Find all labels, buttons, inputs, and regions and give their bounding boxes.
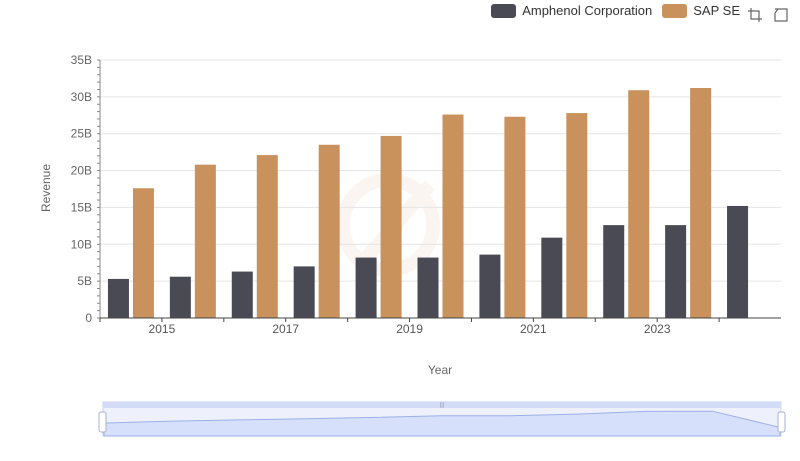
x-axis: 2015 2017 2019 2021 2023: [99, 317, 781, 336]
bar: [504, 116, 526, 318]
datazoom-handle-right[interactable]: [777, 411, 786, 433]
bar: [293, 266, 315, 318]
bar: [194, 164, 216, 318]
y-tick-label: 10B: [71, 237, 92, 251]
datazoom-preview-area: [103, 410, 781, 437]
y-tick-label: 35B: [71, 53, 92, 67]
y-axis: 0 5B 10B 15B 20B 25B 30B 35B: [71, 53, 101, 325]
bar: [318, 144, 340, 318]
legend-label-amphenol: Amphenol Corporation: [522, 3, 653, 18]
y-tick-label: 30B: [71, 90, 92, 104]
legend: Amphenol Corporation SAP SE: [491, 3, 740, 18]
y-tick-label: 5B: [77, 274, 92, 288]
x-tick-label: 2023: [644, 322, 671, 336]
bar: [603, 225, 625, 318]
bar: [628, 90, 650, 318]
zoom-icon[interactable]: [747, 7, 763, 23]
bar: [169, 276, 191, 318]
x-tick-label: 2021: [520, 322, 547, 336]
datazoom-slider[interactable]: |||: [98, 401, 786, 437]
bar: [690, 88, 712, 318]
datazoom-handle-left[interactable]: [98, 411, 107, 433]
x-tick-label: 2017: [272, 322, 299, 336]
y-tick-label: 20B: [71, 164, 92, 178]
bar: [107, 278, 129, 318]
bar: [417, 257, 439, 318]
x-tick-label: 2019: [396, 322, 423, 336]
svg-text:|||: |||: [440, 403, 445, 409]
y-tick-label: 0: [85, 311, 92, 325]
bar: [727, 205, 749, 318]
bar: [479, 254, 501, 318]
bar: [566, 113, 588, 319]
bar: [380, 135, 402, 318]
bar: [442, 114, 464, 318]
legend-label-sap: SAP SE: [693, 3, 740, 18]
legend-item-sap[interactable]: SAP SE: [662, 3, 740, 18]
y-tick-label: 15B: [71, 200, 92, 214]
legend-swatch-amphenol: [491, 3, 517, 18]
y-tick-label: 25B: [71, 127, 92, 141]
bar: [231, 271, 253, 318]
bar: [541, 237, 563, 318]
bar: [355, 257, 377, 318]
x-axis-label: Year: [428, 363, 452, 377]
legend-swatch-sap: [662, 3, 688, 18]
bar: [665, 225, 687, 318]
bar: [132, 188, 154, 318]
x-tick-label: 2015: [149, 322, 176, 336]
legend-item-amphenol[interactable]: Amphenol Corporation: [491, 3, 652, 18]
bar: [256, 155, 278, 318]
y-axis-label: Revenue: [39, 164, 53, 212]
bars: [107, 88, 749, 319]
zoom-reset-icon[interactable]: [773, 7, 789, 23]
